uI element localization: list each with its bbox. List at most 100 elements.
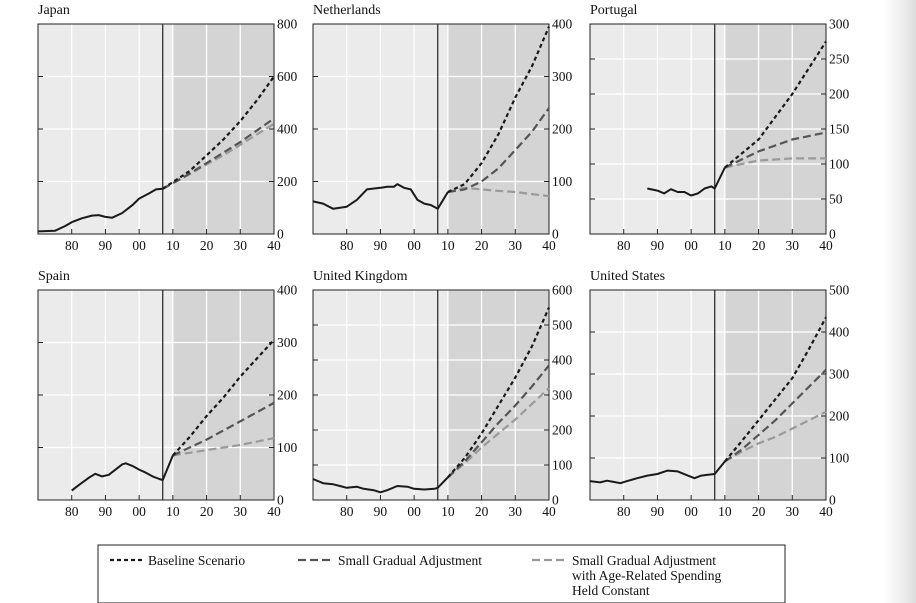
y-tick-label: 600 [552,283,573,298]
x-tick-label: 30 [509,238,523,253]
series-baseline [724,40,827,169]
x-tick-label: 40 [542,238,556,253]
x-tick-label: 10 [718,238,732,253]
x-tick-label: 30 [234,504,248,519]
panel-japan: 0 200 400 600 800 80 90 00 10 20 30 40 Japan [37,3,298,253]
panel-netherlands: 0 100 200 300 400 80 90 00 10 20 30 40 Netherlands [312,3,573,253]
x-tick-label: 80 [340,238,354,253]
series-baseline [447,307,551,479]
x-tick-label: 80 [65,504,79,519]
y-tick-label: 50 [829,192,843,207]
panel-portugal: 0 50 100 150 200 250 300 80 90 00 10 20 30 40 Portugal [589,3,850,253]
y-tick-label: 100 [552,174,573,189]
y-tick-label: 0 [277,227,284,242]
y-tick-label: 200 [552,122,573,137]
x-tick-label: 90 [651,504,665,519]
y-tick-label: 100 [552,458,573,473]
x-tick-label: 80 [617,504,631,519]
x-tick-label: 90 [99,504,113,519]
panel-united-kingdom: 0 100 200 300 400 500 600 80 90 00 10 20 30 40 United … [312,269,573,519]
y-tick-label: 200 [277,174,298,189]
x-tick-label: 80 [65,238,79,253]
series-baseline [724,316,827,463]
series-constant [724,410,827,463]
x-tick-label: 20 [752,504,766,519]
x-tick-label: 00 [132,238,146,253]
x-tick-label: 20 [200,504,214,519]
x-tick-label: 20 [475,238,489,253]
panel-title: United Kingdom [313,269,408,284]
y-tick-label: 150 [829,122,850,137]
x-tick-label: 90 [374,238,388,253]
x-tick-label: 10 [166,238,180,253]
y-tick-label: 400 [829,325,850,340]
series-historical [312,476,449,494]
y-tick-label: 800 [277,17,298,32]
x-tick-label: 90 [651,238,665,253]
x-tick-label: 00 [132,504,146,519]
x-tick-label: 20 [475,504,489,519]
y-tick-label: 200 [829,409,850,424]
x-tick-label: 30 [234,238,248,253]
panel-spain: 0 100 200 300 400 80 90 00 10 20 30 40 Spain [37,269,298,519]
y-tick-label: 250 [829,52,850,67]
x-tick-label: 20 [752,238,766,253]
y-tick-label: 300 [829,17,850,32]
series-constant [172,437,275,457]
series-historical [312,183,449,210]
legend-label: Held Constant [572,583,650,598]
y-tick-label: 200 [829,87,850,102]
x-tick-label: 30 [509,504,523,519]
x-tick-label: 10 [441,238,455,253]
y-tick-label: 100 [277,440,298,455]
x-tick-label: 30 [786,504,800,519]
x-tick-label: 40 [819,504,833,519]
y-tick-label: 400 [552,353,573,368]
x-tick-label: 80 [617,238,631,253]
panel-title: United States [590,269,665,284]
series-historical [647,167,726,197]
y-tick-label: 100 [829,157,850,172]
legend-label: Baseline Scenario [148,553,245,568]
x-tick-label: 00 [684,504,698,519]
y-tick-label: 300 [552,388,573,403]
panel-united-states: 0 100 200 300 400 500 80 90 00 10 20 30 40 United Sta… [589,269,850,519]
x-tick-label: 00 [684,238,698,253]
x-tick-label: 90 [374,504,388,519]
legend: Baseline Scenario Small Gradual Adjustmen… [97,544,786,603]
series-baseline [162,75,275,190]
y-tick-label: 200 [277,388,298,403]
series-gradual [172,401,275,457]
forecast-shade [724,290,826,500]
legend-label: Small Gradual Adjustment [572,553,716,568]
y-tick-label: 500 [552,318,573,333]
legend-box [97,544,786,603]
y-tick-label: 300 [552,69,573,84]
x-tick-label: 40 [267,504,281,519]
y-tick-label: 400 [277,122,298,137]
series-baseline [447,26,551,193]
y-tick-label: 0 [829,493,836,508]
panel-title: Netherlands [313,3,381,18]
series-gradual [724,131,827,169]
y-tick-label: 200 [552,423,573,438]
x-tick-label: 00 [407,504,421,519]
series-historical [589,460,726,485]
series-constant [447,186,550,198]
legend-label: with Age-Related Spending [572,568,721,583]
series-constant [724,157,826,169]
series-historical [71,455,174,492]
x-tick-label: 10 [718,504,732,519]
panel-title: Portugal [590,3,638,18]
x-tick-label: 40 [267,238,281,253]
x-tick-label: 10 [441,504,455,519]
legend-item-baseline: Baseline Scenario [110,553,245,568]
series-gradual [447,107,550,194]
y-tick-label: 100 [829,451,850,466]
series-gradual [724,369,827,463]
x-tick-label: 40 [542,504,556,519]
y-tick-label: 400 [552,17,573,32]
plot-frame [589,289,827,501]
x-tick-label: 80 [340,504,354,519]
